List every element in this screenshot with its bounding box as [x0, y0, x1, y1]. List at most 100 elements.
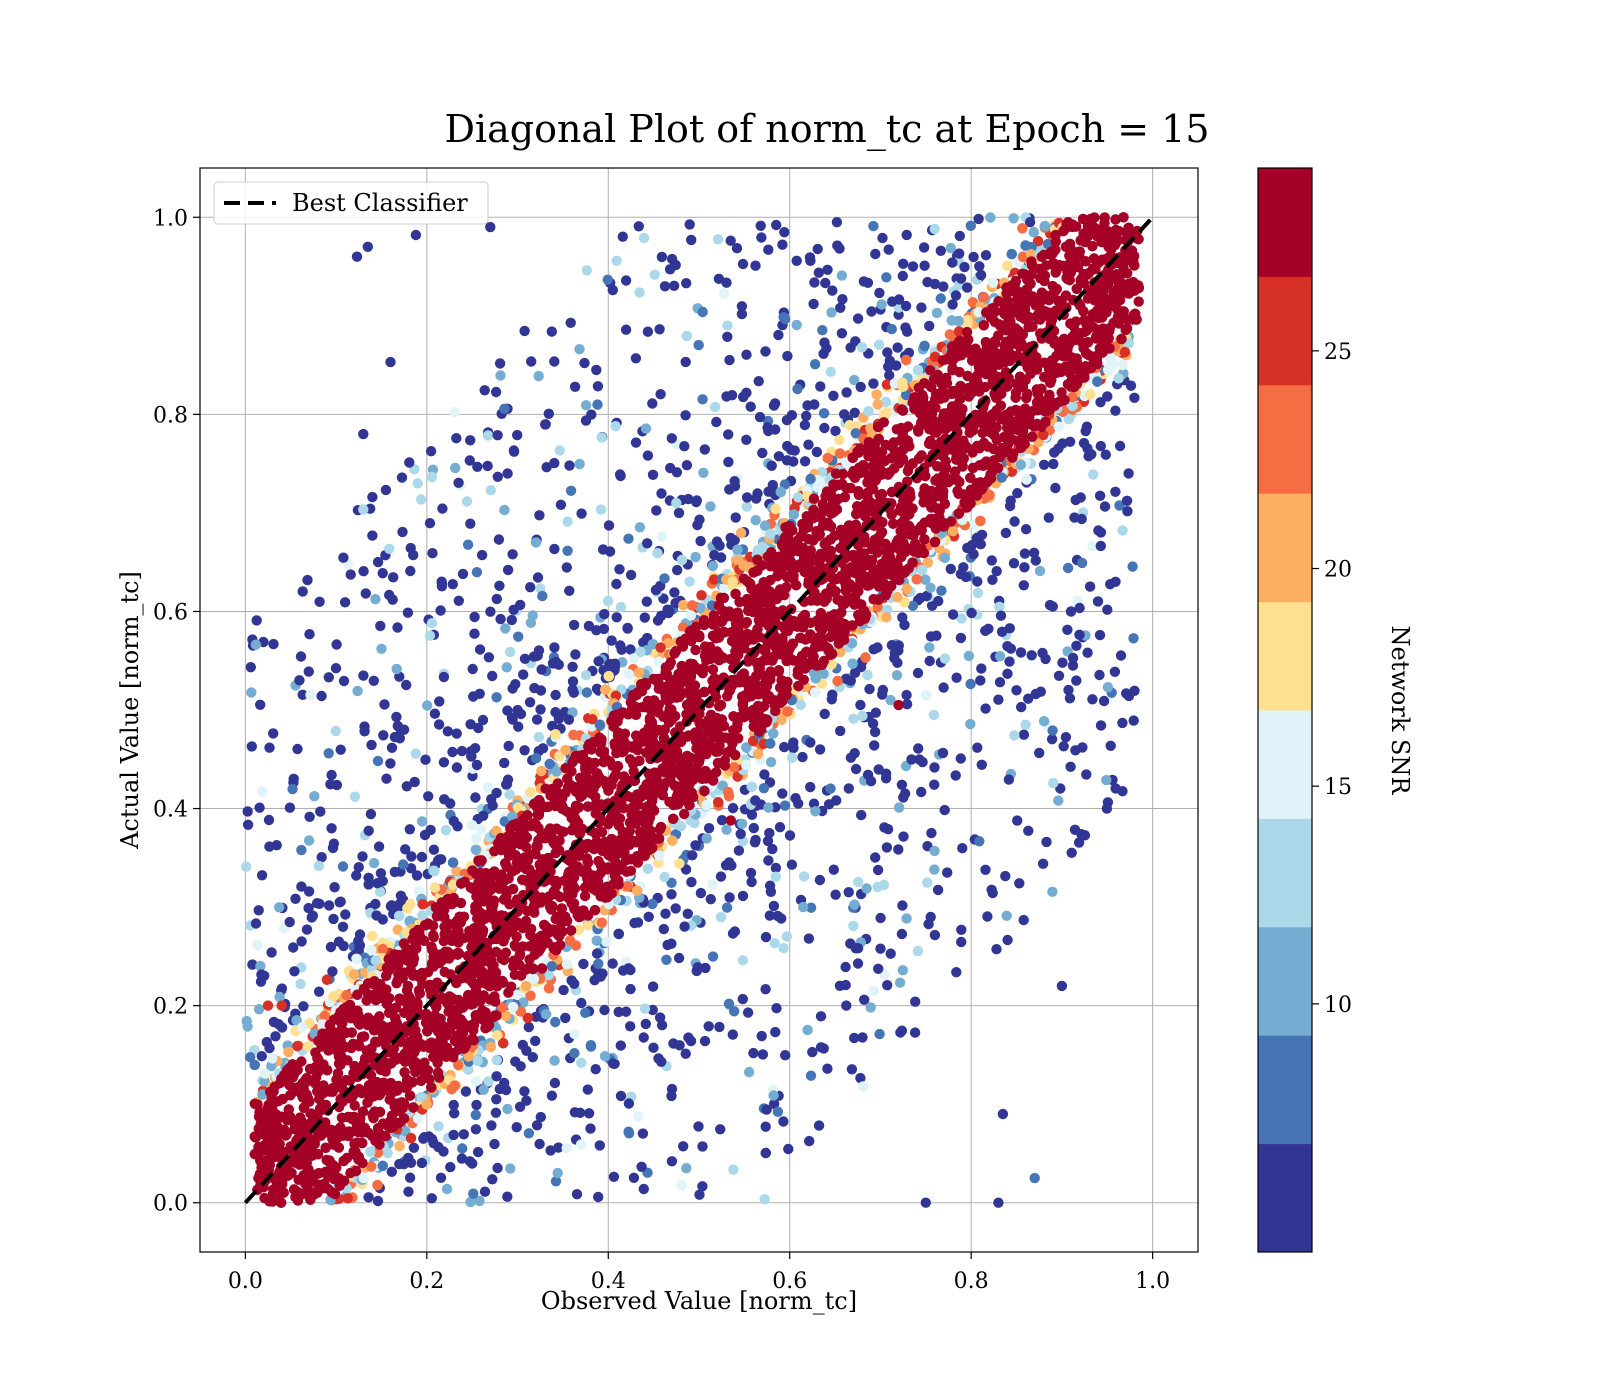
scatter-point	[394, 733, 405, 744]
scatter-point	[623, 533, 634, 544]
scatter-point	[860, 652, 871, 663]
scatter-point	[728, 762, 740, 773]
scatter-point	[366, 944, 377, 956]
scatter-point	[429, 708, 441, 719]
scatter-point	[531, 1120, 543, 1131]
scatter-point	[819, 708, 830, 720]
scatter-point	[242, 806, 253, 817]
scatter-point	[468, 691, 479, 702]
scatter-point	[405, 1157, 417, 1169]
scatter-point	[1109, 666, 1121, 677]
scatter-point	[460, 1086, 472, 1097]
scatter-point	[831, 795, 842, 806]
scatter-point	[828, 864, 839, 875]
scatter-point	[772, 1106, 784, 1118]
scatter-point	[1110, 783, 1121, 794]
scatter-point	[637, 1128, 649, 1139]
scatter-point	[537, 590, 548, 602]
scatter-point	[608, 1171, 620, 1183]
scatter-point	[896, 779, 908, 790]
scatter-point	[551, 766, 562, 777]
scatter-point	[1063, 684, 1074, 696]
scatter-point	[915, 592, 926, 604]
scatter-point	[1105, 579, 1116, 590]
scatter-point	[947, 609, 959, 620]
scatter-point	[507, 683, 518, 694]
scatter-point	[546, 1090, 558, 1101]
scatter-point	[868, 985, 879, 996]
scatter-point	[271, 840, 282, 851]
scatter-point	[354, 941, 365, 952]
scatter-point	[1084, 581, 1096, 592]
scatter-point	[899, 788, 911, 799]
scatter-point	[693, 1121, 704, 1132]
scatter-point	[735, 828, 746, 840]
scatter-point	[296, 844, 307, 856]
scatter-point	[865, 1002, 876, 1013]
scatter-point	[980, 250, 992, 261]
scatter-point	[656, 531, 667, 542]
scatter-point	[255, 699, 266, 710]
scatter-point	[410, 748, 421, 759]
scatter-point	[699, 444, 710, 455]
scatter-point	[765, 738, 776, 749]
scatter-point	[672, 564, 683, 576]
scatter-point	[805, 473, 816, 485]
scatter-point	[256, 786, 268, 797]
scatter-point	[849, 1032, 860, 1044]
scatter-point	[1102, 391, 1113, 402]
scatter-point	[882, 980, 893, 991]
scatter-point	[611, 578, 622, 590]
scatter-point	[987, 277, 999, 288]
scatter-point	[1015, 647, 1027, 658]
scatter-point	[259, 1068, 271, 1079]
scatter-point	[792, 383, 803, 395]
scatter-point	[777, 788, 788, 799]
scatter-point	[849, 899, 860, 910]
scatter-point	[681, 1163, 692, 1174]
scatter-point	[911, 574, 922, 585]
scatter-point	[1034, 565, 1046, 577]
scatter-point	[614, 564, 625, 575]
scatter-point	[791, 319, 802, 331]
scatter-point	[341, 990, 352, 1001]
scatter-point	[918, 242, 930, 253]
scatter-point	[779, 227, 790, 238]
scatter-point	[466, 750, 477, 762]
scatter-point	[668, 280, 680, 291]
scatter-point	[1092, 596, 1104, 607]
scatter-point	[1000, 870, 1011, 882]
scatter-point	[798, 871, 810, 882]
scatter-point	[1023, 825, 1034, 836]
scatter-point	[634, 287, 645, 298]
scatter-point	[391, 711, 402, 723]
scatter-point	[759, 1194, 770, 1205]
scatter-point	[810, 806, 821, 817]
scatter-point	[849, 374, 860, 386]
scatter-point	[929, 864, 940, 875]
scatter-point	[753, 376, 764, 387]
scatter-point	[246, 741, 257, 752]
scatter-point	[378, 730, 389, 741]
scatter-point	[929, 845, 940, 857]
scatter-point	[780, 313, 791, 325]
scatter-point	[693, 339, 704, 351]
scatter-point	[543, 983, 555, 994]
scatter-point	[891, 670, 903, 681]
scatter-point	[316, 852, 327, 863]
scatter-point	[863, 406, 874, 417]
scatter-point	[583, 1108, 595, 1119]
scatter-point	[1022, 693, 1034, 704]
scatter-point	[697, 394, 708, 405]
scatter-point	[1020, 524, 1032, 535]
scatter-point	[1119, 346, 1131, 358]
scatter-point	[727, 1029, 738, 1040]
scatter-point	[241, 861, 252, 872]
scatter-point	[1030, 688, 1042, 700]
scatter-point	[367, 930, 378, 942]
scatter-point	[662, 939, 673, 951]
scatter-point	[756, 1030, 767, 1042]
scatter-point	[416, 816, 428, 827]
scatter-point	[678, 1141, 689, 1152]
scatter-point	[1048, 777, 1059, 789]
